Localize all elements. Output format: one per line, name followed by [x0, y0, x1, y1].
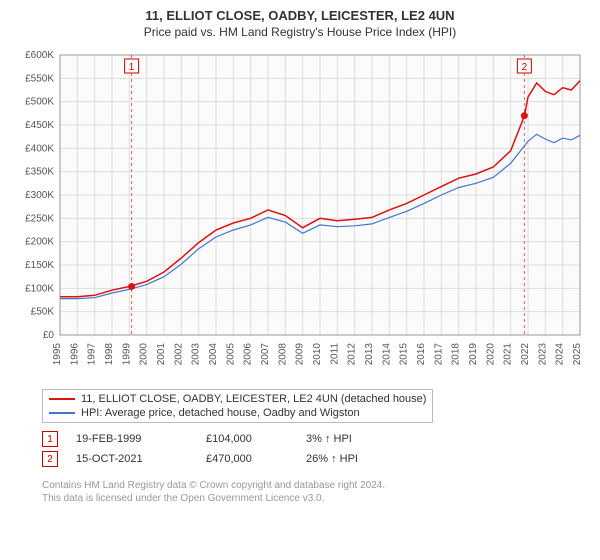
- price-chart: £0 £50K £100K £150K £200K £250K £300K £350K £400…: [10, 45, 590, 385]
- transaction-row: 2 15-OCT-2021 £470,000 26% ↑ HPI: [42, 449, 562, 469]
- svg-text:£600K: £600K: [25, 50, 54, 61]
- transaction-table: 1 19-FEB-1999 £104,000 3% ↑ HPI 2 15-OCT…: [42, 429, 562, 469]
- transaction-pct: 26% ↑ HPI: [306, 453, 406, 465]
- svg-text:£400K: £400K: [25, 143, 54, 154]
- svg-text:1998: 1998: [104, 343, 115, 366]
- legend-label-1: 11, ELLIOT CLOSE, OADBY, LEICESTER, LE2 …: [81, 393, 426, 405]
- legend-swatch-1: [49, 398, 75, 400]
- svg-text:2001: 2001: [156, 343, 167, 366]
- svg-text:£50K: £50K: [31, 307, 55, 318]
- transaction-price: £470,000: [206, 453, 306, 465]
- svg-text:£0: £0: [43, 330, 55, 341]
- svg-text:2017: 2017: [433, 343, 444, 366]
- svg-text:2018: 2018: [451, 343, 462, 366]
- svg-text:1996: 1996: [69, 343, 80, 366]
- svg-text:1997: 1997: [87, 343, 98, 366]
- svg-text:2019: 2019: [468, 343, 479, 366]
- svg-text:£150K: £150K: [25, 260, 54, 271]
- svg-text:2014: 2014: [381, 343, 392, 366]
- transaction-row: 1 19-FEB-1999 £104,000 3% ↑ HPI: [42, 429, 562, 449]
- svg-text:2020: 2020: [485, 343, 496, 366]
- footer-line-1: Contains HM Land Registry data © Crown c…: [42, 479, 562, 492]
- transaction-date: 15-OCT-2021: [76, 453, 206, 465]
- svg-text:2010: 2010: [312, 343, 323, 366]
- svg-text:2006: 2006: [243, 343, 254, 366]
- transaction-price: £104,000: [206, 433, 306, 445]
- transaction-marker-1: 1: [42, 431, 58, 447]
- svg-text:2008: 2008: [277, 343, 288, 366]
- legend-item-1: 11, ELLIOT CLOSE, OADBY, LEICESTER, LE2 …: [49, 392, 426, 406]
- svg-text:£250K: £250K: [25, 213, 54, 224]
- svg-text:£350K: £350K: [25, 167, 54, 178]
- svg-text:2025: 2025: [572, 343, 583, 366]
- page-title: 11, ELLIOT CLOSE, OADBY, LEICESTER, LE2 …: [0, 0, 600, 23]
- svg-text:2012: 2012: [347, 343, 358, 366]
- svg-text:1: 1: [129, 62, 135, 73]
- svg-text:£100K: £100K: [25, 283, 54, 294]
- svg-text:1999: 1999: [121, 343, 132, 366]
- svg-text:2013: 2013: [364, 343, 375, 366]
- svg-text:£450K: £450K: [25, 120, 54, 131]
- svg-text:£550K: £550K: [25, 73, 54, 84]
- svg-text:2000: 2000: [139, 343, 150, 366]
- svg-text:2021: 2021: [503, 343, 514, 366]
- svg-text:£500K: £500K: [25, 97, 54, 108]
- svg-text:2007: 2007: [260, 343, 271, 366]
- chart-legend: 11, ELLIOT CLOSE, OADBY, LEICESTER, LE2 …: [42, 389, 562, 423]
- svg-text:2023: 2023: [537, 343, 548, 366]
- legend-swatch-2: [49, 412, 75, 414]
- svg-text:2003: 2003: [191, 343, 202, 366]
- svg-text:2005: 2005: [225, 343, 236, 366]
- page-subtitle: Price paid vs. HM Land Registry's House …: [0, 23, 600, 45]
- transaction-marker-2: 2: [42, 451, 58, 467]
- svg-text:1995: 1995: [52, 343, 63, 366]
- transaction-date: 19-FEB-1999: [76, 433, 206, 445]
- svg-text:2004: 2004: [208, 343, 219, 366]
- svg-text:2022: 2022: [520, 343, 531, 366]
- svg-text:2009: 2009: [295, 343, 306, 366]
- footer: Contains HM Land Registry data © Crown c…: [42, 479, 562, 505]
- transaction-pct: 3% ↑ HPI: [306, 433, 406, 445]
- legend-item-2: HPI: Average price, detached house, Oadb…: [49, 406, 426, 420]
- svg-text:£300K: £300K: [25, 190, 54, 201]
- footer-line-2: This data is licensed under the Open Gov…: [42, 492, 562, 505]
- svg-text:2002: 2002: [173, 343, 184, 366]
- svg-text:£200K: £200K: [25, 237, 54, 248]
- svg-text:2024: 2024: [555, 343, 566, 366]
- svg-text:2015: 2015: [399, 343, 410, 366]
- svg-text:2016: 2016: [416, 343, 427, 366]
- svg-text:2011: 2011: [329, 343, 340, 365]
- svg-text:2: 2: [522, 62, 528, 73]
- legend-label-2: HPI: Average price, detached house, Oadb…: [81, 407, 360, 419]
